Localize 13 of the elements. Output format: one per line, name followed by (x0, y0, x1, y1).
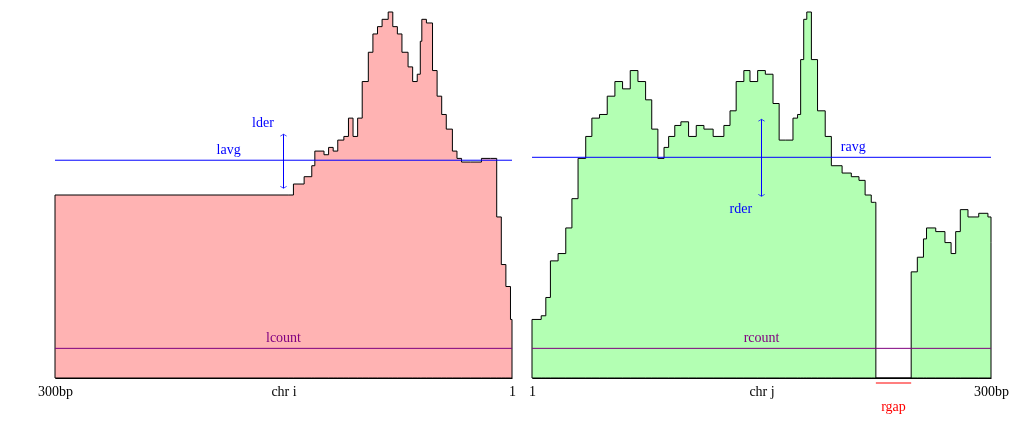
ref-line-label: lcount (266, 330, 302, 346)
x-tick-label: 1 (509, 383, 516, 399)
annotation: lder (252, 115, 275, 131)
ref-line-label: rcount (743, 330, 780, 346)
ref-line-label: lavg (216, 142, 241, 158)
x-tick-label: 300bp (38, 383, 73, 399)
ref-line-label: ravg (840, 139, 866, 155)
x-axis-title: chr j (749, 383, 775, 399)
x-axis-title: chr i (271, 383, 297, 399)
annotation: rder (729, 201, 753, 217)
x-tick-label: 1 (529, 383, 536, 399)
text: rgap (881, 399, 906, 414)
x-tick-label: 300bp (974, 383, 1009, 399)
